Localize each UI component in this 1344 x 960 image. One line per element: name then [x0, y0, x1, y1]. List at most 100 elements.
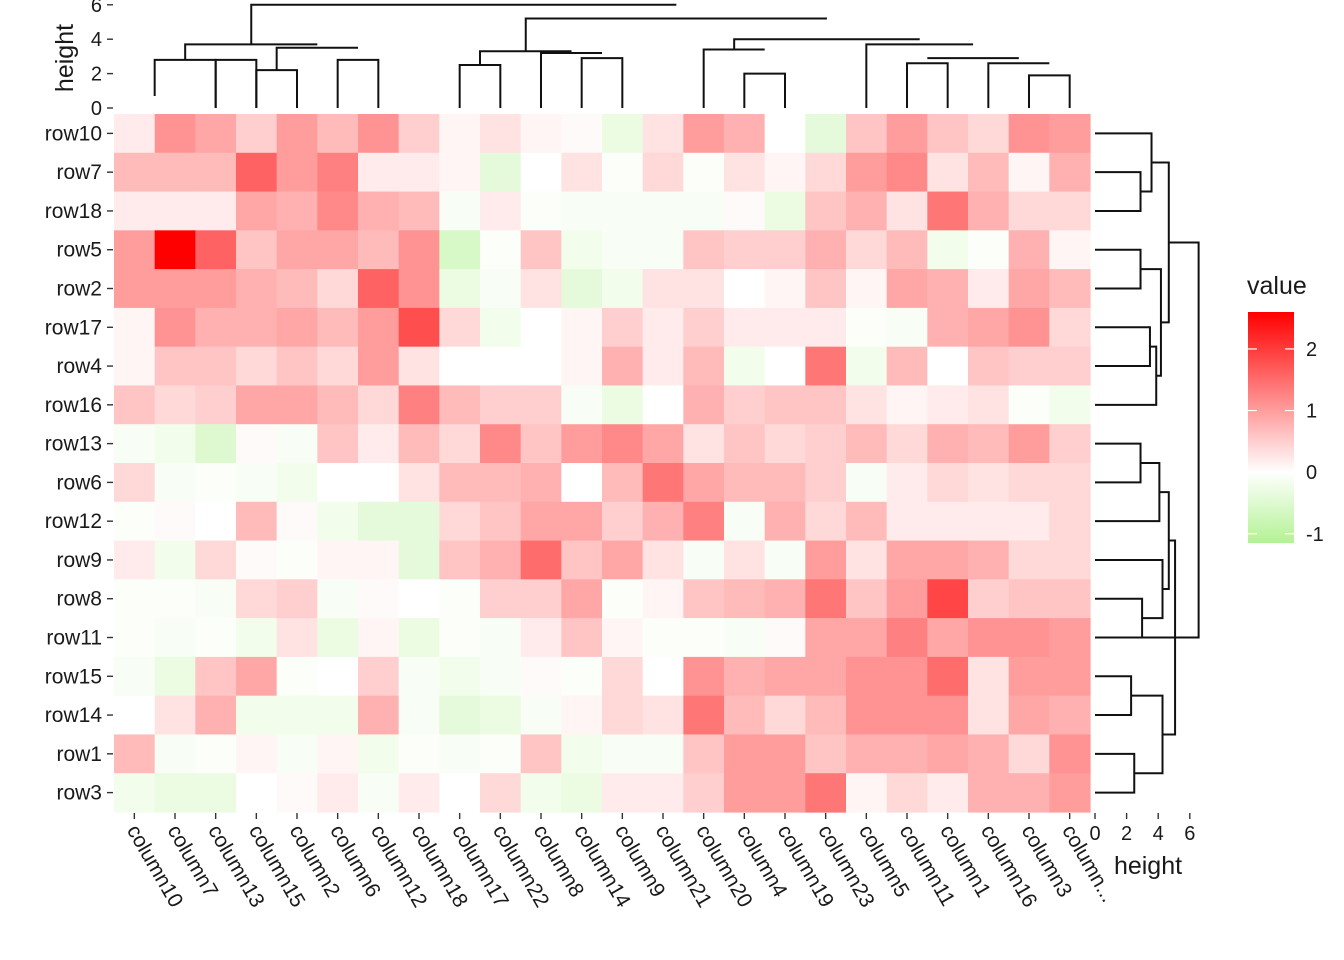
heatmap-cell [805, 114, 847, 154]
heatmap-cell [480, 114, 522, 154]
heatmap-cell [276, 501, 318, 542]
heatmap-cell [805, 152, 847, 193]
heatmap-cell [602, 191, 644, 231]
heatmap-cell [236, 269, 278, 309]
heatmap-cell [358, 501, 400, 542]
heatmap-cell [724, 346, 766, 387]
heatmap-cell [764, 152, 806, 193]
heatmap-cells [114, 114, 1091, 813]
row-label: row11 [46, 627, 102, 650]
row-labels: row10 row7 row18 row5 row2 row17 row4 row16 row1… [45, 122, 113, 805]
heatmap-cell [439, 114, 481, 154]
heatmap-cell [1008, 734, 1050, 774]
heatmap-cell [236, 385, 278, 425]
heatmap-cell [724, 540, 766, 580]
heatmap-cell [561, 114, 603, 154]
heatmap-cell [561, 695, 603, 736]
heatmap-cell [1008, 230, 1050, 270]
dendrogram-branch [1095, 345, 1158, 406]
heatmap-cell [642, 501, 684, 542]
dendrogram-branch [1095, 171, 1142, 212]
heatmap-cell [236, 501, 278, 542]
heatmap-cell [276, 191, 318, 231]
dendrogram-branch [580, 57, 624, 108]
row-label: row16 [45, 394, 102, 417]
dendrogram-branch [733, 38, 920, 50]
heatmap-cell [886, 734, 928, 774]
heatmap-cell [561, 191, 603, 231]
dendrogram-branch [1159, 491, 1170, 591]
heatmap-cell [1008, 618, 1050, 658]
heatmap-cell [1008, 695, 1050, 736]
heatmap-cell [195, 346, 237, 387]
heatmap-cell [602, 152, 644, 193]
heatmap-cell [317, 191, 359, 231]
row-label: row4 [56, 355, 102, 378]
heatmap-cell [317, 424, 359, 464]
heatmap-cell [764, 463, 806, 503]
heatmap-cell [846, 579, 888, 619]
dendrogram-branch [153, 58, 217, 108]
heatmap-cell [724, 656, 766, 697]
heatmap-cell [927, 463, 969, 503]
dendrogram-branch [1095, 558, 1164, 620]
heatmap-cell [520, 230, 562, 270]
heatmap-cell [236, 540, 278, 580]
heatmap-cell [724, 114, 766, 154]
heatmap-cell [114, 656, 156, 697]
heatmap-cell [1008, 773, 1050, 813]
heatmap-cell [276, 734, 318, 774]
heatmap-cell [805, 579, 847, 619]
row-label: row8 [56, 588, 102, 611]
heatmap-cell [480, 307, 522, 348]
heatmap-cell [805, 501, 847, 542]
heatmap-cell [602, 656, 644, 697]
heatmap-cell [317, 463, 359, 503]
heatmap-cell [886, 695, 928, 736]
heatmap-cell [154, 773, 196, 813]
heatmap-cell [846, 230, 888, 270]
heatmap-cell [968, 346, 1010, 387]
heatmap-cell [154, 501, 196, 542]
dendro-axis-tick-label: 0 [91, 98, 102, 120]
heatmap-cell [846, 307, 888, 348]
heatmap-cell [236, 230, 278, 270]
dendrogram-branch [524, 17, 827, 52]
heatmap-cell [561, 618, 603, 658]
heatmap-cell [1049, 152, 1091, 193]
heatmap-cell [886, 579, 928, 619]
heatmap-cell [561, 540, 603, 580]
heatmap-cell [398, 463, 440, 503]
heatmap-cell [439, 307, 481, 348]
heatmap-cell [764, 385, 806, 425]
row-label: row7 [56, 161, 102, 184]
heatmap-cell [602, 773, 644, 813]
dendrogram-branch [906, 62, 949, 108]
heatmap-cell [114, 346, 156, 387]
heatmap-cell [236, 191, 278, 231]
heatmap-cell [561, 734, 603, 774]
heatmap-cell [520, 540, 562, 580]
heatmap-cell [114, 501, 156, 542]
heatmap-cell [358, 230, 400, 270]
heatmap-cell [195, 424, 237, 464]
heatmap-cell [480, 618, 522, 658]
heatmap-cell [968, 152, 1010, 193]
heatmap-cell [195, 656, 237, 697]
heatmap-cell [1049, 230, 1091, 270]
heatmap-cell [439, 773, 481, 813]
heatmap-cell [805, 773, 847, 813]
heatmap-cell [764, 540, 806, 580]
heatmap-cell [317, 114, 359, 154]
heatmap-cell [358, 385, 400, 425]
heatmap-cell [276, 463, 318, 503]
heatmap-cell [398, 152, 440, 193]
heatmap-cell [114, 734, 156, 774]
heatmap-cell [1008, 463, 1050, 503]
heatmap-cell [683, 540, 725, 580]
heatmap-cell [195, 773, 237, 813]
heatmap-cell [480, 656, 522, 697]
row-label: row9 [56, 549, 102, 572]
heatmap-cell [927, 540, 969, 580]
